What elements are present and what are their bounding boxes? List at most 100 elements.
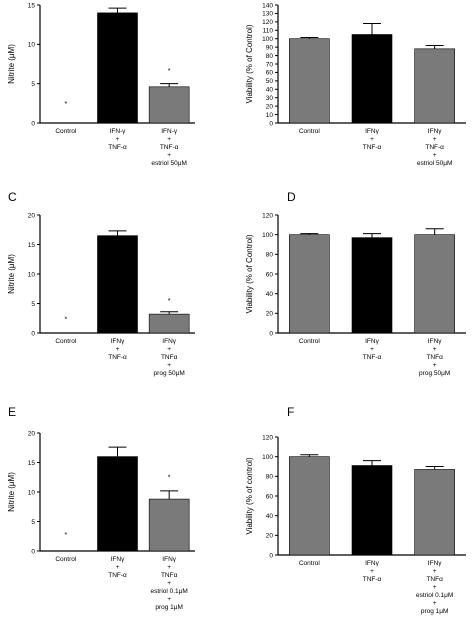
y-tick-label: 110 <box>263 28 274 35</box>
category-label-line: Control <box>299 560 321 567</box>
category-label-1: IFN-γ + TNF-α <box>108 128 127 151</box>
category-label-line: TNF-α <box>160 144 179 151</box>
y-axis-label: Viability (% of Control) <box>245 24 254 103</box>
category-label-0: Control <box>55 128 77 135</box>
bar-1 <box>97 456 138 552</box>
category-label-1: IFNγ + TNF-α <box>363 128 382 151</box>
category-label-0: Control <box>299 560 321 567</box>
category-label-1: IFNγ + TNF-α <box>363 338 382 361</box>
category-label-line: + <box>370 346 374 353</box>
y-tick-label: 10 <box>28 42 36 49</box>
category-label-line: prog 50μM <box>419 370 450 377</box>
y-tick-label: 20 <box>266 103 274 110</box>
category-label-line: Control <box>299 338 321 345</box>
category-label-line: + <box>433 600 437 607</box>
panel-f: 0 20 40 60 80 100 120 Viability (% of control) C… <box>245 434 466 615</box>
significance-marker: * <box>64 316 67 323</box>
category-label-line: estriol 0.1μM <box>416 592 453 599</box>
bar-1 <box>97 235 138 334</box>
category-label-line: IFNγ <box>365 338 379 345</box>
y-tick-label: 60 <box>266 493 274 500</box>
y-tick-label: 40 <box>266 513 274 520</box>
y-axis-label: Nitrite (μM) <box>7 44 16 84</box>
y-tick-label: 120 <box>262 19 273 26</box>
category-label-0: Control <box>55 556 77 563</box>
category-label-line: + <box>167 346 171 353</box>
y-tick-label: 50 <box>266 78 274 85</box>
category-label-line: + <box>167 596 171 603</box>
category-label-2: IFNγ + TNFα + prog 50μM <box>154 338 185 377</box>
y-tick-label: 0 <box>269 330 273 337</box>
panel-letter-c: C <box>8 190 17 204</box>
bar-2 <box>414 48 455 124</box>
y-tick-label: 60 <box>266 70 274 77</box>
category-label-line: Control <box>55 128 77 135</box>
y-tick-label: 40 <box>266 87 274 94</box>
y-tick-label: 5 <box>31 519 35 526</box>
y-tick-label: 5 <box>31 81 35 88</box>
bar-2 <box>414 469 455 556</box>
category-label-line: IFNγ <box>428 560 442 567</box>
panel-letter-e: E <box>8 405 16 419</box>
significance-marker: * <box>168 68 171 75</box>
significance-marker: * <box>64 101 67 108</box>
y-tick-label: 100 <box>262 232 273 239</box>
y-tick-label: 140 <box>262 2 273 9</box>
bar-1 <box>351 237 393 334</box>
y-tick-label: 0 <box>269 120 273 127</box>
category-label-line: TNF-α <box>363 144 382 151</box>
category-label-line: + <box>116 564 120 571</box>
category-label-line: + <box>433 346 437 353</box>
category-label-line: Control <box>55 338 77 345</box>
y-tick-label: 40 <box>266 291 274 298</box>
category-label-line: TNF-α <box>363 354 382 361</box>
y-tick-label: 10 <box>28 271 36 278</box>
y-tick-label: 80 <box>266 252 274 259</box>
category-label-line: IFNγ <box>428 338 442 345</box>
category-label-line: IFNγ <box>365 128 379 135</box>
category-label-line: IFNγ <box>428 128 442 135</box>
panel-letter-d: D <box>287 190 296 204</box>
bar-0 <box>289 456 330 556</box>
y-tick-label: 70 <box>266 61 274 68</box>
category-label-2: IFNγ + TNFα + estriol 0.1μM + prog 1μM <box>150 556 187 611</box>
category-label-line: + <box>167 362 171 369</box>
y-axis-label: Nitrite (μM) <box>7 254 16 294</box>
y-tick-label: 100 <box>262 36 273 43</box>
category-label-line: IFN-γ <box>161 128 178 135</box>
category-label-line: TNFα <box>426 576 443 583</box>
category-label-line: Control <box>55 556 77 563</box>
category-label-2: IFNγ + TNF-α + estriol 50μM <box>417 128 453 167</box>
category-label-line: TNF-α <box>108 572 127 579</box>
category-label-0: Control <box>55 338 77 345</box>
category-label-2: IFN-γ + TNF-α + estriol 50μM <box>151 128 187 167</box>
y-tick-label: 60 <box>266 271 274 278</box>
category-label-line: + <box>167 564 171 571</box>
y-tick-label: 130 <box>262 11 273 18</box>
y-tick-label: 80 <box>266 474 274 481</box>
bar-2 <box>148 86 190 124</box>
category-label-2: IFNγ + TNFα + estriol 0.1μM + prog 1μM <box>416 560 453 615</box>
y-axis-label: Nitrite (μM) <box>7 472 16 512</box>
y-axis-label: Viability (% of Control) <box>245 234 254 313</box>
significance-marker: * <box>168 474 171 481</box>
category-label-line: prog 50μM <box>154 370 185 377</box>
category-label-line: TNFα <box>426 354 443 361</box>
category-label-line: prog 1μM <box>155 604 183 611</box>
category-label-line: estriol 50μM <box>151 160 187 167</box>
y-tick-label: 120 <box>262 434 273 441</box>
category-label-line: + <box>167 580 171 587</box>
category-label-0: Control <box>299 338 321 345</box>
category-label-1: IFNγ + TNF-α <box>363 560 382 583</box>
category-label-line: + <box>116 136 120 143</box>
category-label-line: + <box>433 362 437 369</box>
y-tick-label: 10 <box>266 112 274 119</box>
category-label-line: IFNγ <box>162 556 176 563</box>
panel-d: 0 20 40 60 80 100 120 Viability (% of Control) C… <box>245 212 466 377</box>
category-label-line: TNFα <box>161 354 178 361</box>
category-label-line: IFNγ <box>365 560 379 567</box>
